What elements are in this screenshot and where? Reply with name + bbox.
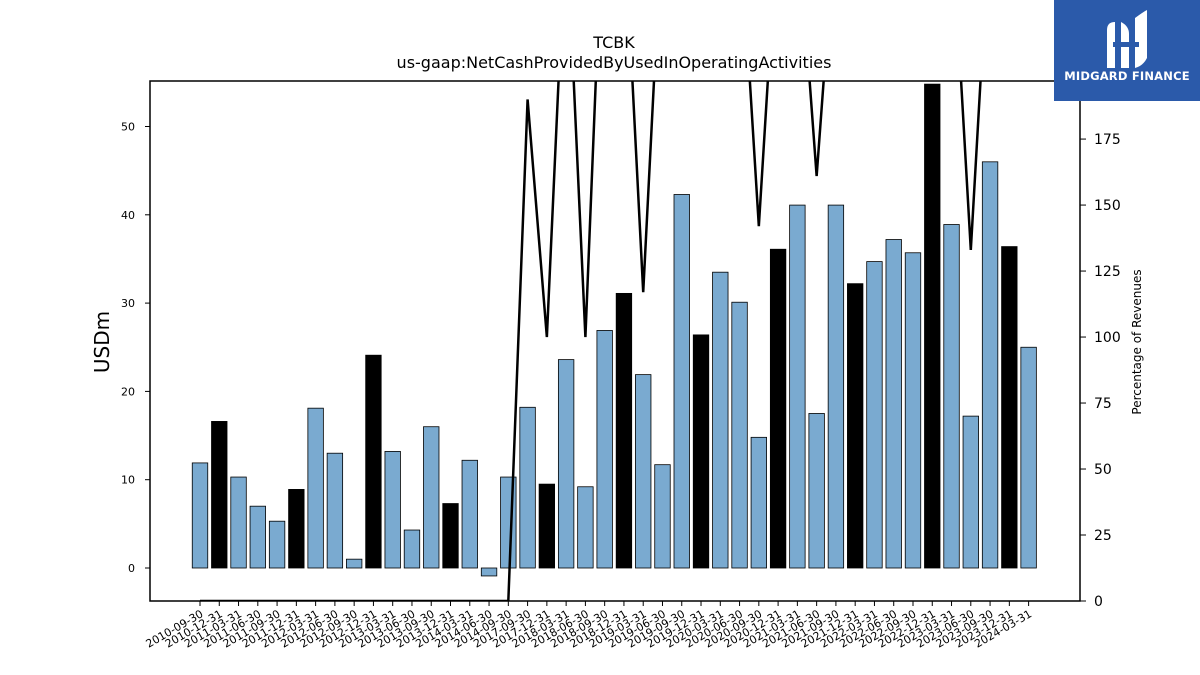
bar-2011-12-31 [288,489,305,569]
chart-title: TCBK [592,33,635,52]
bar-2023-03-31 [943,224,960,569]
bar-2022-09-30 [904,252,922,569]
bar-2018-03-31 [557,359,575,569]
bar-2023-09-30 [981,161,999,569]
bar-2019-03-31 [635,374,652,569]
bar-2010-09-30 [191,462,209,569]
line-layer [200,81,1029,601]
bar-2020-06-30 [731,301,748,569]
bar-2022-12-31 [924,83,941,569]
bar-2022-03-31 [866,261,883,569]
bar-2014-06-30 [480,567,498,577]
bar-2011-06-30 [249,505,266,569]
x-axis: 2010-09-302010-12-312011-03-312011-06-30… [144,601,1034,651]
logo-text: MIDGARD FINANCE [1064,69,1190,83]
bar-2010-12-31 [211,421,228,569]
y-tick-label: 40 [121,209,135,222]
y-tick-label: 10 [121,474,135,487]
bar-2012-03-31 [307,407,324,569]
y-tick-label: 20 [121,385,135,398]
bar-2013-06-30 [403,529,421,569]
bar-2020-09-30 [750,436,767,569]
bar-2023-06-30 [962,415,979,569]
percentage-line [200,81,1029,601]
bar-2018-12-31 [615,292,633,569]
y2-tick-label: 50 [1094,462,1112,478]
chart-subtitle: us-gaap:NetCashProvidedByUsedInOperating… [397,53,832,72]
y2-axis-label: Percentage of Revenues [1130,269,1144,414]
bar-2023-12-31 [1001,246,1018,569]
y-axis-right: 0 25 50 75 100 125 150 175 [1080,132,1121,610]
y2-tick-label: 125 [1094,264,1121,280]
bar-2017-12-31 [538,483,556,569]
bar-2011-09-30 [268,520,286,569]
bar-2019-06-30 [654,464,671,569]
bar-2017-09-30 [519,406,536,569]
y-axis-label: USDm [90,311,114,373]
bar-2020-03-31 [712,271,729,569]
bar-2018-09-30 [596,330,613,569]
bar-2024-03-31 [1020,346,1037,569]
bar-2021-09-30 [827,204,845,569]
plot-frame [149,80,1081,602]
bar-2019-12-31 [692,334,710,569]
y2-tick-label: 175 [1094,132,1121,148]
y2-tick-label: 150 [1094,198,1121,214]
y-tick-label: 0 [128,562,135,575]
bar-2021-06-30 [808,413,825,569]
bar-2012-06-30 [326,452,344,569]
bar-2021-12-31 [847,283,864,569]
y-axis-left: 0 10 20 30 40 50 [121,121,150,575]
y2-tick-label: 100 [1094,330,1121,346]
bars-layer [191,83,1037,577]
bar-2020-12-31 [769,248,787,569]
y2-tick-label: 75 [1094,396,1112,412]
y2-tick-label: 0 [1094,594,1103,610]
midgard-logo-icon [1107,10,1147,68]
bar-2022-06-30 [885,239,902,569]
bar-2014-03-31 [461,459,478,569]
bar-2013-09-30 [423,426,440,569]
y-tick-label: 50 [121,121,135,134]
bar-2013-03-31 [384,451,401,569]
bar-2019-09-30 [673,194,690,569]
bar-2012-09-30 [346,558,363,569]
bar-2011-03-31 [230,476,247,569]
bar-2012-12-31 [365,354,382,569]
bar-2021-03-31 [789,204,806,569]
bar-2018-06-30 [577,486,594,569]
bar-2013-12-31 [442,503,459,569]
y-tick-label: 30 [121,297,135,310]
y2-tick-label: 25 [1094,528,1112,544]
